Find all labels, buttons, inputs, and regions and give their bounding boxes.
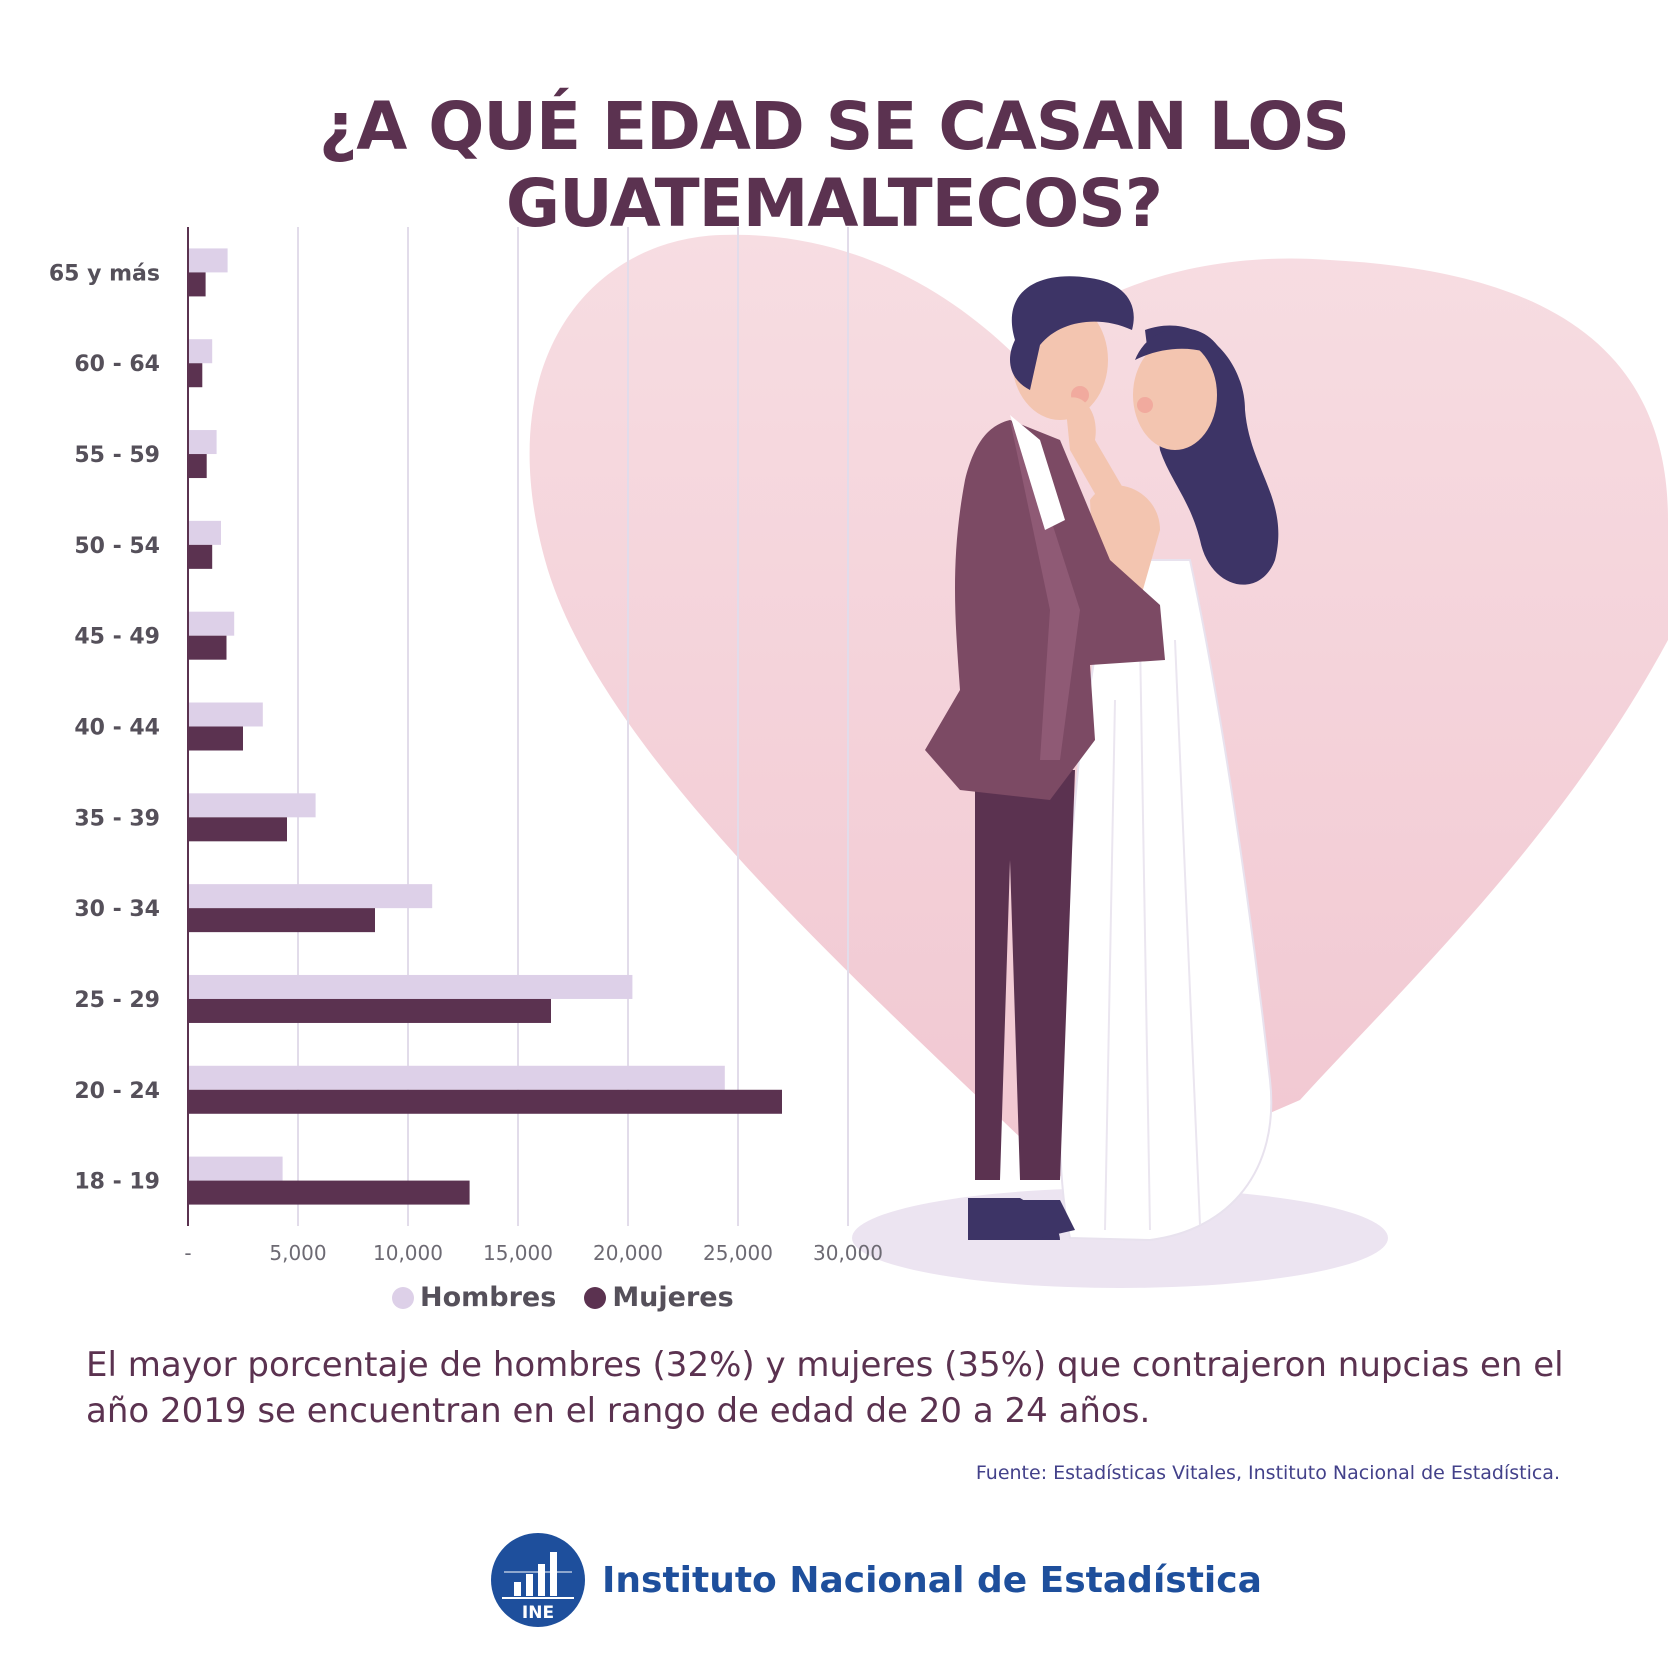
legend-item-mujeres: Mujeres: [584, 1282, 734, 1313]
y-tick-label: 40 - 44: [74, 716, 160, 741]
bar-hombres-7: [188, 884, 433, 909]
bar-hombres-6: [188, 793, 316, 818]
legend-label-mujeres: Mujeres: [612, 1282, 734, 1313]
bar-mujeres-4: [188, 635, 227, 660]
bar-hombres-5: [188, 702, 263, 727]
bar-hombres-3: [188, 520, 221, 545]
bar-mujeres-2: [188, 454, 207, 479]
legend-swatch-hombres: [392, 1286, 414, 1309]
age-bar-chart: 65 y más 60 - 64 55 - 59 50 - 54 45 - 49 40 -…: [49, 227, 883, 1265]
ine-logo-icon: INE: [491, 1533, 585, 1627]
legend-label-hombres: Hombres: [420, 1282, 557, 1313]
y-tick-label: 18 - 19: [74, 1170, 160, 1195]
legend-swatch-mujeres: [584, 1286, 607, 1309]
chart-bars: [188, 248, 782, 1205]
legend-item-hombres: Hombres: [392, 1282, 556, 1313]
bar-hombres-2: [188, 430, 217, 455]
bar-mujeres-3: [188, 544, 213, 569]
y-tick-label: 65 y más: [49, 261, 160, 286]
x-tick-label: 30,000: [813, 1241, 883, 1265]
page-title: ¿A QUÉ EDAD SE CASAN LOS GUATEMALTECOS?: [318, 88, 1350, 242]
bar-mujeres-6: [188, 817, 287, 842]
bar-hombres-1: [188, 339, 213, 364]
x-tick-label: -: [184, 1241, 191, 1265]
bar-mujeres-5: [188, 726, 243, 751]
bar-hombres-9: [188, 1065, 725, 1090]
bar-mujeres-8: [188, 998, 551, 1023]
y-tick-label: 45 - 49: [74, 625, 160, 650]
source-note: Fuente: Estadísticas Vitales, Instituto …: [975, 1462, 1560, 1484]
y-tick-label: 60 - 64: [74, 352, 160, 377]
bar-hombres-8: [188, 974, 633, 999]
y-tick-label: 30 - 34: [74, 897, 160, 922]
bar-hombres-4: [188, 611, 235, 636]
x-tick-label: 15,000: [483, 1241, 553, 1265]
chart-gridlines: [297, 227, 849, 1226]
bar-hombres-10: [188, 1156, 283, 1181]
logo-text: INE: [522, 1603, 554, 1623]
organization-name: Instituto Nacional de Estadística: [602, 1559, 1262, 1601]
x-tick-label: 20,000: [593, 1241, 663, 1265]
couple-figure: [925, 276, 1279, 1242]
summary-text: El mayor porcentaje de hombres (32%) y m…: [86, 1345, 1564, 1431]
x-axis-labels: - 5,000 10,000 15,000 20,000 25,000 30,000: [184, 1241, 883, 1265]
x-tick-label: 5,000: [269, 1241, 326, 1265]
chart-legend: Hombres Mujeres: [392, 1282, 734, 1313]
bar-mujeres-7: [188, 908, 375, 933]
x-tick-label: 25,000: [703, 1241, 773, 1265]
bar-hombres-0: [188, 248, 228, 273]
bar-mujeres-10: [188, 1180, 470, 1205]
y-tick-label: 25 - 29: [74, 988, 160, 1013]
y-tick-label: 20 - 24: [74, 1079, 160, 1104]
y-tick-label: 50 - 54: [74, 534, 160, 559]
y-axis-labels: 65 y más 60 - 64 55 - 59 50 - 54 45 - 49 40 -…: [49, 261, 160, 1194]
y-tick-label: 55 - 59: [74, 443, 160, 468]
bar-mujeres-0: [188, 272, 206, 297]
x-tick-label: 10,000: [373, 1241, 443, 1265]
y-tick-label: 35 - 39: [74, 806, 160, 831]
footer-branding: INE Instituto Nacional de Estadística: [490, 1532, 1262, 1628]
bar-mujeres-9: [188, 1089, 782, 1114]
bar-mujeres-1: [188, 363, 203, 388]
